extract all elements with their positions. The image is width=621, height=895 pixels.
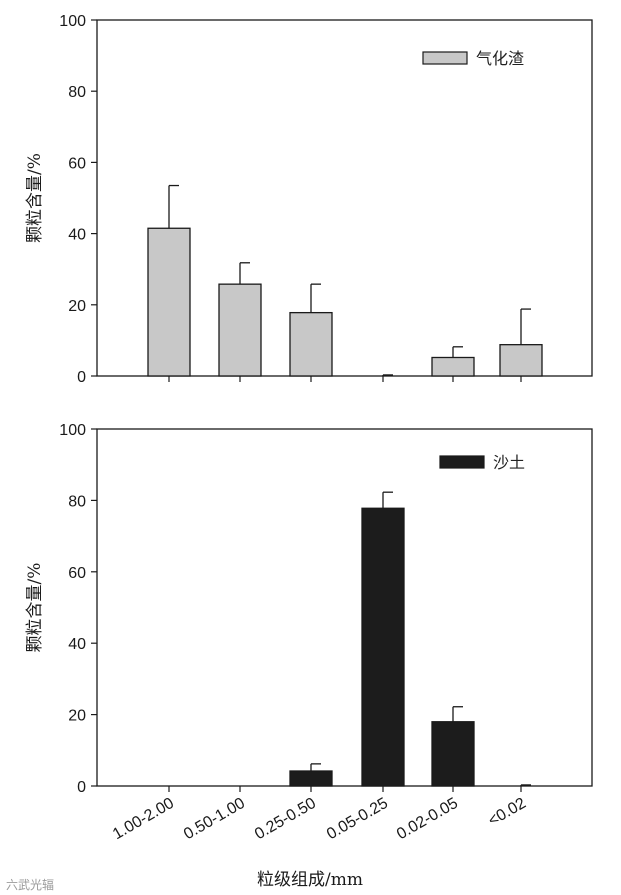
top-plot-frame xyxy=(96,19,593,377)
bottom-y-tick-label: 80 xyxy=(68,493,86,510)
top-bar xyxy=(499,344,543,377)
bottom-y-tick-label: 0 xyxy=(77,779,86,796)
bottom-y-tick-label: 60 xyxy=(68,565,86,582)
bottom-legend-swatch xyxy=(439,455,485,469)
top-bar xyxy=(289,311,333,377)
bottom-bar xyxy=(361,507,405,787)
top-bar xyxy=(218,283,262,377)
bottom-x-tick-label: 0.05-0.25 xyxy=(324,795,391,844)
top-y-tick-label: 100 xyxy=(59,13,86,30)
bottom-x-tick-label: 1.00-2.00 xyxy=(110,795,177,844)
watermark: 六武光辐 xyxy=(6,877,54,892)
chart-bottom-panel: 0 20 40 60 80 100 颗粒含量/% 1.00-2.00 0.50-1.00 0.25… xyxy=(25,422,593,844)
chart-top-panel: 0 20 40 60 80 100 颗粒含量/% 气化渣 xyxy=(25,13,593,386)
top-y-tick-label: 80 xyxy=(68,84,86,101)
bottom-y-tick-label: 20 xyxy=(68,708,86,725)
top-bar xyxy=(431,356,475,377)
top-y-tick-label: 60 xyxy=(68,155,86,172)
x-axis-label: 粒级组成/mm xyxy=(257,870,363,890)
bottom-y-axis-label: 颗粒含量/% xyxy=(25,563,45,653)
bottom-x-tick-label: 0.02-0.05 xyxy=(394,795,461,844)
bottom-x-tick-label: <0.02 xyxy=(485,795,529,830)
top-y-tick-label: 40 xyxy=(68,227,86,244)
bottom-legend-label: 沙土 xyxy=(493,453,525,472)
bottom-bar xyxy=(431,721,475,787)
bottom-x-tick-label: 0.50-1.00 xyxy=(181,795,248,844)
bottom-y-tick-label: 100 xyxy=(59,422,86,439)
top-bar xyxy=(147,227,191,377)
bottom-bar xyxy=(289,770,333,787)
top-legend-swatch xyxy=(422,51,468,65)
top-y-axis-label: 颗粒含量/% xyxy=(25,153,45,243)
top-y-tick-label: 20 xyxy=(68,298,86,315)
top-y-tick-label: 0 xyxy=(77,369,86,386)
bottom-x-tick-label: 0.25-0.50 xyxy=(252,795,319,844)
bottom-y-tick-label: 40 xyxy=(68,636,86,653)
top-legend-label: 气化渣 xyxy=(476,49,524,68)
bottom-plot-frame xyxy=(96,428,593,787)
